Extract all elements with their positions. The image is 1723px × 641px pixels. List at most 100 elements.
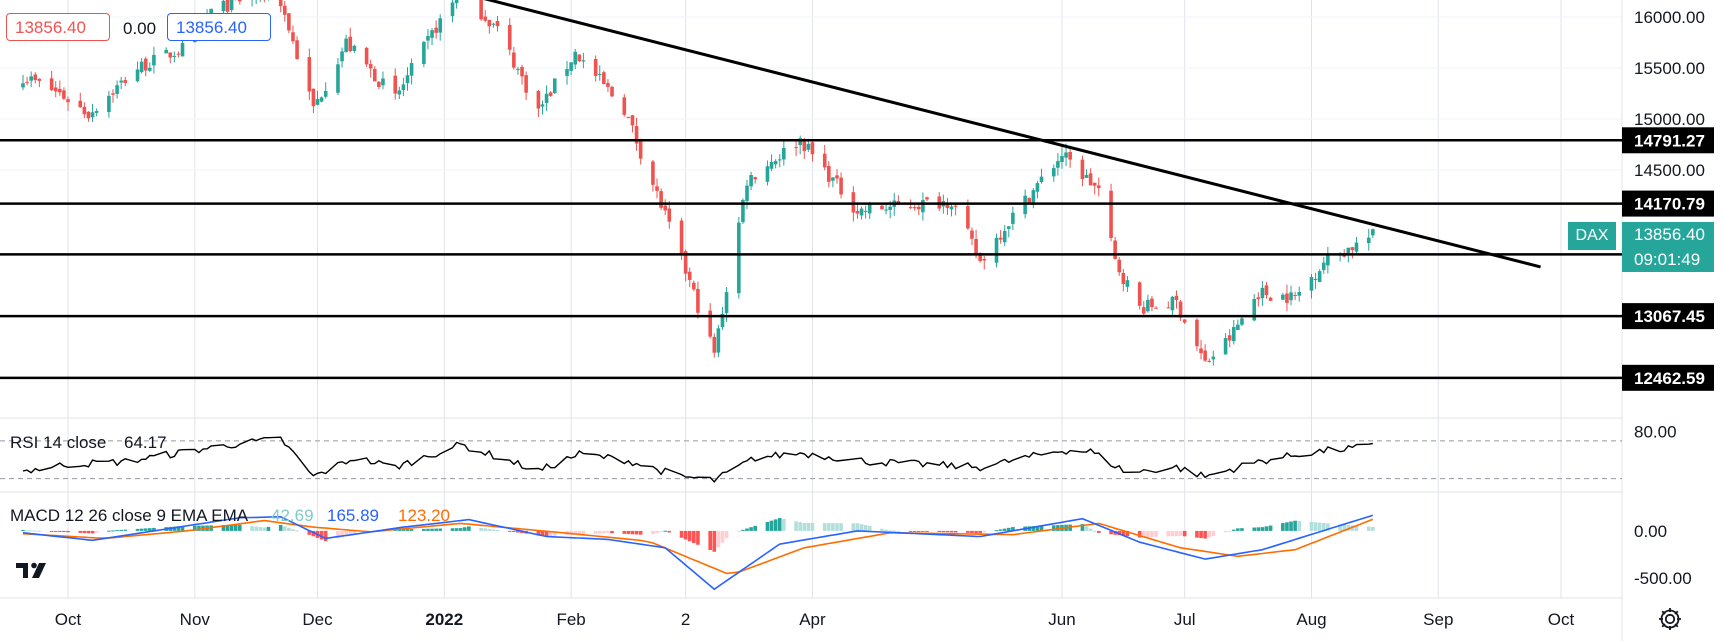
time-axis-label: Aug [1296, 610, 1326, 629]
macd-histogram-bar [1121, 530, 1126, 536]
macd-histogram-bar [135, 528, 140, 531]
time-axis-label: Oct [1548, 610, 1575, 629]
candle-body [352, 45, 357, 51]
candle-body [1289, 292, 1293, 301]
candle-body [1260, 287, 1265, 299]
candle-body [630, 115, 635, 126]
candle-body [1154, 307, 1158, 309]
tradingview-logo[interactable] [12, 554, 52, 582]
candle-body [49, 78, 54, 91]
macd-histogram-bar [193, 525, 197, 531]
macd-histogram-bar [745, 528, 749, 531]
macd-histogram-bar [119, 529, 123, 531]
candle-body [1297, 292, 1302, 296]
candle-body [58, 88, 62, 93]
candle-body [1068, 152, 1072, 160]
candle-body [438, 18, 443, 33]
candle-body [1211, 356, 1216, 360]
macd-histogram-bar [1006, 527, 1011, 531]
candle-body [925, 197, 929, 200]
trendline[interactable] [436, 0, 1541, 269]
macd-histogram-bar [802, 522, 807, 531]
candle-body [278, 0, 283, 7]
candle-body [687, 271, 692, 280]
macd-histogram-bar [1260, 527, 1265, 531]
macd-histogram-bar [863, 525, 868, 531]
macd-histogram-bar [491, 529, 496, 531]
candle-body [606, 83, 610, 87]
macd-histogram-bar [822, 523, 827, 531]
macd-histogram-bar [974, 530, 978, 534]
candle-body [1109, 190, 1113, 238]
level-label-bg [1622, 303, 1714, 330]
macd-histogram-bar [888, 530, 892, 532]
candle-body [610, 86, 614, 97]
bar-countdown: 09:01:49 [1622, 248, 1714, 272]
level-label-bg [1622, 364, 1714, 391]
macd-histogram-bar [37, 530, 42, 532]
macd-histogram-bar [266, 526, 271, 531]
macd-histogram-bar [33, 530, 38, 532]
candle-body [949, 206, 954, 210]
macd-histogram-bar [749, 527, 753, 531]
macd-histogram-bar [148, 528, 152, 531]
rsi-legend-label[interactable]: RSI 14 close [10, 433, 107, 452]
candle-body [1056, 161, 1060, 168]
candle-body [602, 72, 606, 84]
macd-histogram-bar [1125, 530, 1130, 537]
settings-gear-icon[interactable] [1656, 605, 1684, 633]
candle-body [107, 95, 111, 113]
macd-histogram-bar [58, 530, 62, 532]
candle-body [626, 117, 631, 119]
candle-body [1223, 338, 1228, 355]
candle-body [1035, 183, 1040, 192]
macd-histogram-bar [896, 530, 901, 532]
macd-histogram-bar [687, 530, 692, 542]
macd-histogram-bar [651, 530, 655, 534]
rsi-legend-value: 64.17 [124, 433, 167, 452]
time-axis[interactable]: Oct Nov Dec 2022 Feb 2 Apr Jun Jul Aug Sep Oct [55, 610, 1575, 629]
candle-body [867, 204, 872, 214]
candle-body [1182, 319, 1187, 323]
candle-body [1170, 296, 1175, 311]
macd-histogram-bar [937, 530, 942, 533]
level-label: 14170.79 [1634, 195, 1705, 214]
macd-histogram-bar [810, 523, 815, 531]
candle-body [953, 205, 958, 207]
macd-histogram-bar [602, 530, 606, 534]
candle-body [749, 175, 753, 187]
macd-histogram-bar [348, 530, 353, 536]
candle-body [1195, 319, 1199, 347]
macd-histogram-bar [1166, 530, 1171, 537]
macd-histogram-bar [516, 530, 520, 533]
macd-histogram-bar [123, 529, 128, 531]
candle-body [1174, 295, 1179, 300]
candle-body [982, 258, 987, 261]
candle-body [53, 87, 58, 92]
candle-body [340, 51, 344, 62]
candle-body [884, 209, 888, 211]
candle-body [622, 97, 627, 115]
macd-legend-label[interactable]: MACD 12 26 close 9 EMA EMA [10, 506, 249, 525]
candle-body [888, 206, 892, 210]
candle-body [115, 85, 119, 94]
candle-body [491, 23, 496, 25]
ohlc-value-red: 13856.40 [6, 13, 110, 41]
macd-histogram-bar [1338, 524, 1342, 531]
candle-body [450, 2, 455, 16]
macd-histogram-bar [82, 530, 87, 534]
candle-body [62, 90, 66, 99]
price-tick-label: 15500.00 [1634, 59, 1705, 78]
macd-histogram-bar [892, 530, 897, 532]
candle-body [135, 69, 140, 82]
macd-histogram-bar [655, 530, 659, 533]
macd-histogram-bar [1313, 522, 1318, 531]
candle-body [1039, 176, 1044, 182]
macd-histogram-bar [29, 530, 33, 532]
macd-histogram-bar [737, 530, 741, 532]
macd-histogram-bar [966, 530, 970, 533]
macd-histogram-bar [798, 522, 802, 531]
macd-histogram-bar [1080, 524, 1085, 531]
